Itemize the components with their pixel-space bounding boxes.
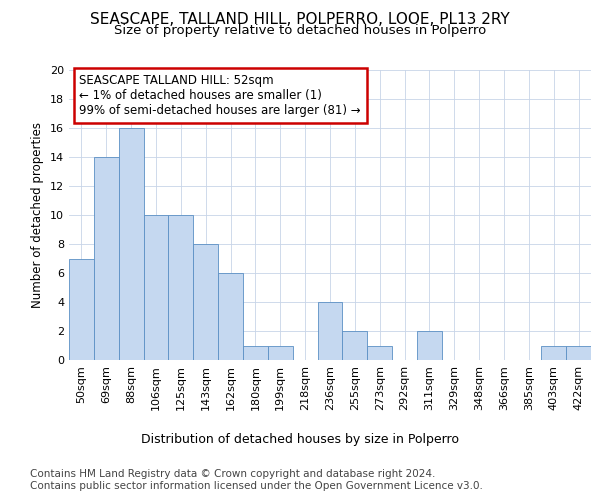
Bar (343, 331, 367, 360)
Bar (119, 128, 143, 360)
Bar (417, 331, 442, 360)
Bar (268, 346, 293, 360)
Bar (143, 215, 169, 360)
Bar (566, 346, 591, 360)
Text: SEASCAPE, TALLAND HILL, POLPERRO, LOOE, PL13 2RY: SEASCAPE, TALLAND HILL, POLPERRO, LOOE, … (90, 12, 510, 28)
Text: SEASCAPE TALLAND HILL: 52sqm
← 1% of detached houses are smaller (1)
99% of semi: SEASCAPE TALLAND HILL: 52sqm ← 1% of det… (79, 74, 361, 118)
Y-axis label: Number of detached properties: Number of detached properties (31, 122, 44, 308)
Bar (243, 346, 268, 360)
Text: Size of property relative to detached houses in Polperro: Size of property relative to detached ho… (114, 24, 486, 37)
Bar (367, 346, 392, 360)
Bar (169, 215, 193, 360)
Text: Contains public sector information licensed under the Open Government Licence v3: Contains public sector information licen… (30, 481, 483, 491)
Bar (94, 157, 119, 360)
Bar (317, 302, 343, 360)
Bar (541, 346, 566, 360)
Bar (218, 273, 243, 360)
Bar (69, 258, 94, 360)
Text: Distribution of detached houses by size in Polperro: Distribution of detached houses by size … (141, 432, 459, 446)
Bar (193, 244, 218, 360)
Text: Contains HM Land Registry data © Crown copyright and database right 2024.: Contains HM Land Registry data © Crown c… (30, 469, 436, 479)
